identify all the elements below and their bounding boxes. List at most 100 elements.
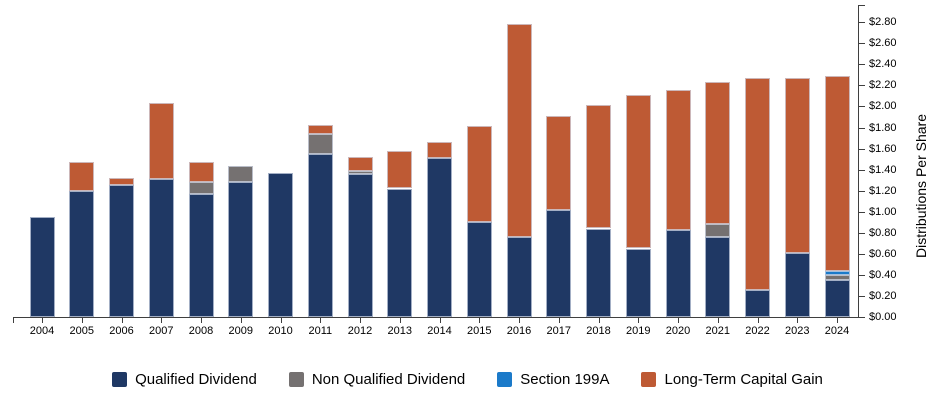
x-tick — [280, 317, 282, 323]
bar-segment-2010-qualified-dividend — [268, 172, 293, 317]
x-tick — [757, 317, 759, 323]
bar-segment-2019-qualified-dividend — [625, 248, 651, 317]
bar-segment-2019-long-term-capital-gain — [625, 94, 651, 249]
bar-segment-2012-non-qualified-dividend — [347, 170, 373, 174]
chart-legend: Qualified Dividend Non Qualified Dividend… — [0, 371, 935, 388]
bar-segment-2011-long-term-capital-gain — [307, 125, 333, 134]
x-tick-label: 2013 — [387, 325, 413, 337]
x-tick-label: 2019 — [626, 325, 651, 337]
x-tick — [161, 317, 163, 323]
bar-segment-2006-long-term-capital-gain — [109, 178, 134, 186]
bar-segment-2016-qualified-dividend — [506, 237, 532, 317]
x-tick-label: 2004 — [29, 325, 55, 337]
x-axis-line — [13, 317, 859, 318]
y-tick — [858, 211, 865, 213]
x-tick-label: 2016 — [506, 325, 532, 337]
y-axis-line — [858, 5, 859, 318]
x-tick-label: 2007 — [149, 325, 174, 337]
bar-segment-2021-qualified-dividend — [705, 237, 731, 317]
bar-segment-2018-long-term-capital-gain — [586, 105, 611, 229]
y-tick-label: $0.60 — [869, 247, 897, 260]
bar-segment-2011-non-qualified-dividend — [307, 133, 333, 154]
y-tick — [858, 317, 865, 318]
legend-item-non-qualified-dividend: Non Qualified Dividend — [288, 371, 466, 388]
legend-label: Section 199A — [520, 371, 610, 388]
x-tick — [678, 317, 679, 323]
y-tick-label: $1.20 — [869, 184, 897, 197]
x-axis-end-tick — [13, 317, 14, 323]
x-tick — [201, 317, 202, 323]
bar-segment-2006-qualified-dividend — [109, 185, 134, 317]
bar-segment-2024-qualified-dividend — [824, 280, 850, 317]
x-tick — [837, 317, 838, 323]
x-tick — [479, 317, 481, 323]
bar-segment-2012-long-term-capital-gain — [347, 156, 373, 171]
x-tick-label: 2008 — [188, 325, 214, 337]
bar-segment-2015-long-term-capital-gain — [466, 126, 492, 223]
x-tick — [558, 317, 560, 323]
bar-segment-2016-long-term-capital-gain — [506, 24, 532, 237]
bar-segment-2009-non-qualified-dividend — [228, 166, 254, 183]
bar-segment-2024-non-qualified-dividend — [824, 274, 850, 281]
bar-segment-2013-long-term-capital-gain — [387, 150, 413, 189]
x-tick — [638, 317, 640, 323]
bar-segment-2021-long-term-capital-gain — [705, 82, 731, 225]
y-axis-title: Distributions Per Share — [913, 114, 929, 258]
bar-segment-2005-long-term-capital-gain — [69, 162, 95, 191]
bar-segment-2011-qualified-dividend — [307, 153, 333, 317]
x-tick-label: 2021 — [705, 325, 731, 337]
x-tick — [360, 317, 361, 323]
bar-segment-2014-qualified-dividend — [427, 158, 452, 317]
x-tick-label: 2024 — [824, 325, 850, 337]
x-tick — [797, 317, 799, 323]
y-tick — [858, 295, 865, 297]
y-tick-label: $0.20 — [869, 289, 897, 302]
x-tick — [320, 317, 322, 323]
bar-segment-2017-long-term-capital-gain — [546, 115, 572, 210]
bar-segment-2007-qualified-dividend — [148, 179, 174, 317]
x-tick — [399, 317, 401, 323]
x-tick-label: 2005 — [69, 325, 95, 337]
y-tick — [858, 274, 865, 276]
bar-segment-2004-qualified-dividend — [29, 217, 55, 317]
bar-segment-2008-non-qualified-dividend — [188, 182, 214, 194]
y-tick — [858, 106, 865, 108]
x-tick-label: 2014 — [427, 325, 452, 337]
y-tick-label: $2.40 — [869, 58, 897, 71]
x-tick — [717, 317, 719, 323]
y-tick-label: $1.80 — [869, 121, 897, 134]
y-tick-label: $1.40 — [869, 163, 897, 176]
bar-segment-2008-qualified-dividend — [188, 193, 214, 317]
x-tick — [439, 317, 441, 323]
x-tick-label: 2006 — [109, 325, 134, 337]
y-tick-label: $0.80 — [869, 226, 897, 239]
x-tick-label: 2012 — [347, 325, 373, 337]
x-tick-label: 2020 — [665, 325, 691, 337]
legend-item-qualified-dividend: Qualified Dividend — [112, 371, 257, 388]
y-tick — [858, 190, 865, 192]
legend-swatch-qualified-dividend — [112, 372, 128, 387]
legend-item-section-199a: Section 199A — [497, 371, 609, 388]
bar-segment-2009-qualified-dividend — [228, 182, 254, 317]
x-tick-label: 2022 — [745, 325, 770, 337]
bar-segment-2022-long-term-capital-gain — [745, 78, 770, 290]
bar-segment-2020-long-term-capital-gain — [665, 89, 691, 230]
bar-segment-2012-qualified-dividend — [347, 173, 373, 317]
bar-segment-2023-long-term-capital-gain — [784, 78, 810, 253]
x-tick-label: 2017 — [546, 325, 572, 337]
x-tick — [519, 317, 520, 323]
x-tick-label: 2011 — [308, 325, 333, 337]
x-tick-label: 2010 — [268, 325, 293, 337]
y-tick — [858, 43, 865, 45]
x-tick-label: 2009 — [228, 325, 254, 337]
legend-item-long-term-capital-gain: Long-Term Capital Gain — [641, 371, 823, 388]
y-tick — [858, 232, 865, 234]
legend-label: Long-Term Capital Gain — [664, 371, 823, 388]
y-tick — [858, 127, 865, 129]
x-tick — [240, 317, 242, 323]
legend-label: Non Qualified Dividend — [311, 371, 466, 388]
x-tick-label: 2015 — [467, 325, 492, 337]
x-tick — [121, 317, 123, 323]
y-tick-label: $1.60 — [869, 142, 897, 155]
